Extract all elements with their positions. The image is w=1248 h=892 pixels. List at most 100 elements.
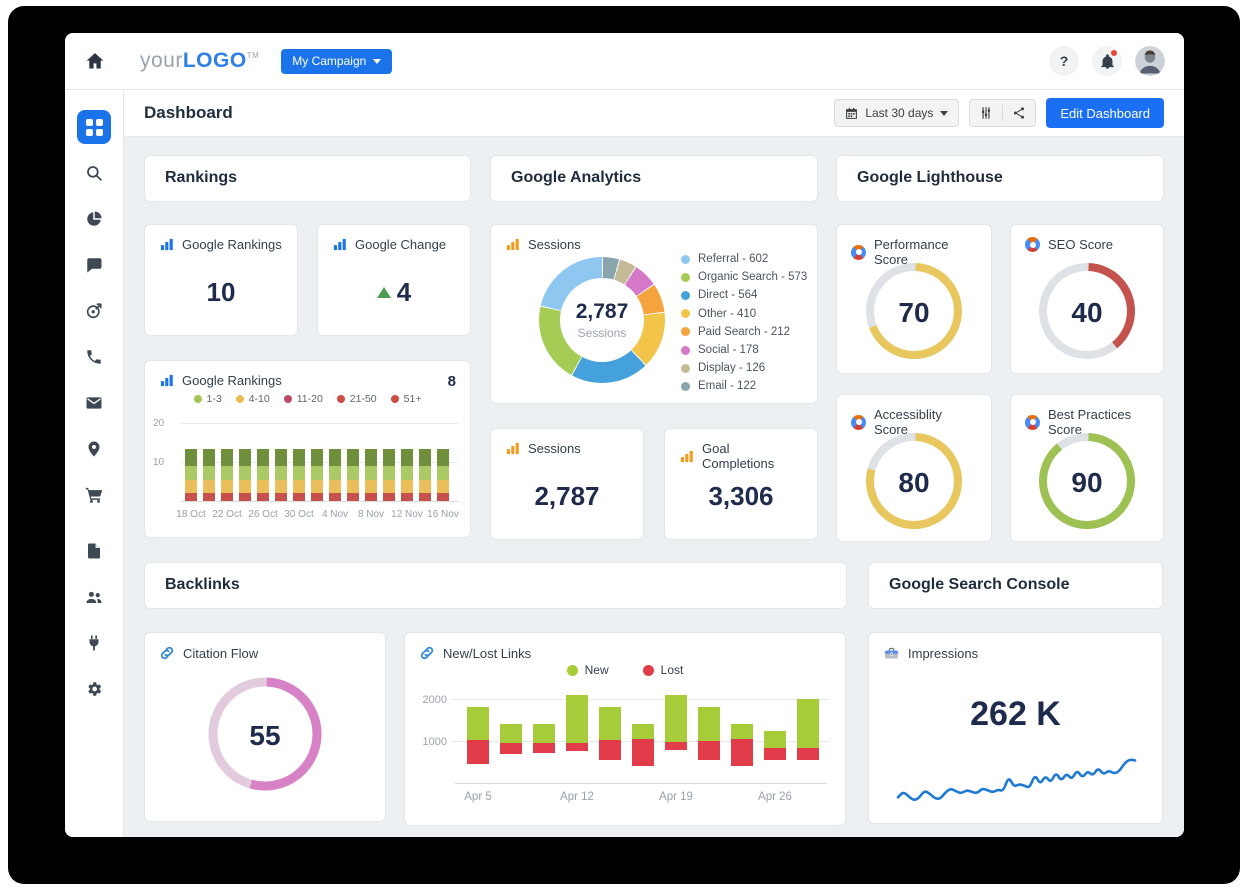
link-icon <box>159 645 175 661</box>
bar-new <box>467 707 489 740</box>
sidebar-item-chat[interactable] <box>77 248 111 282</box>
bar-segment <box>437 449 449 466</box>
section-header-google-search-console: Google Search Console <box>868 562 1163 609</box>
bar-segment <box>401 449 413 466</box>
bar-segment <box>185 479 197 494</box>
notifications-button[interactable] <box>1092 46 1122 76</box>
bar-lost <box>797 748 819 760</box>
dashboard-content: Rankings Google Analytics Google Lightho… <box>124 137 1184 837</box>
bar-segment <box>365 493 377 501</box>
sidebar-item-cart[interactable] <box>77 478 111 512</box>
home-icon <box>86 53 103 69</box>
bar-segment <box>293 465 305 480</box>
sidebar-item-settings[interactable] <box>77 672 111 706</box>
bar-new <box>698 707 720 741</box>
avatar[interactable] <box>1135 46 1165 76</box>
sidebar-item-phone[interactable] <box>77 340 111 374</box>
x-tick-label: 16 Nov <box>427 509 459 520</box>
chart-legend: 1-3 4-10 11-20 21-50 51+ <box>145 393 470 405</box>
x-tick-label: Apr 26 <box>758 791 792 803</box>
filters-button[interactable] <box>970 100 1002 126</box>
section-title: Google Analytics <box>511 169 642 186</box>
sidebar-item-goal[interactable] <box>77 294 111 328</box>
kpi-card-sessions: Sessions 2,787 <box>490 428 644 540</box>
screenshot-frame: your LOGO TM My Campaign ? Da <box>8 6 1240 884</box>
section-header-rankings: Rankings <box>144 155 471 202</box>
header-controls: Last 30 days Edit Dashboard <box>834 98 1164 128</box>
legend-item: Paid Search - 212 <box>681 323 807 341</box>
section-title: Google Lighthouse <box>857 169 1003 186</box>
sidebar-item-location[interactable] <box>77 432 111 466</box>
bar-segment <box>329 449 341 466</box>
sidebar-item-dashboard[interactable] <box>77 110 111 144</box>
lighthouse-icon <box>851 244 866 260</box>
bar-segment <box>257 493 269 501</box>
bar-segment <box>419 493 431 501</box>
campaign-dropdown[interactable]: My Campaign <box>281 48 393 74</box>
sidebar-item-file[interactable] <box>77 534 111 568</box>
chart-card-new-lost-links: New/Lost Links New Lost 1000 2000 Apr 5 Apr … <box>404 632 846 826</box>
sidebar-item-search[interactable] <box>77 156 111 190</box>
bar-lost <box>665 742 687 751</box>
gauge-ring <box>866 263 962 359</box>
bar-new <box>665 694 687 743</box>
card-header: Sessions <box>491 429 643 456</box>
x-tick-label: Apr 5 <box>464 791 492 803</box>
share-button[interactable] <box>1003 100 1035 126</box>
sidebar-item-email[interactable] <box>77 386 111 420</box>
bar-segment <box>221 479 233 494</box>
share-icon <box>1014 107 1025 119</box>
bar-segment <box>239 449 251 466</box>
bar-segment <box>419 449 431 466</box>
help-button[interactable]: ? <box>1049 46 1079 76</box>
bar-segment <box>365 449 377 466</box>
sidebar-item-plug[interactable] <box>77 626 111 660</box>
legend-dot <box>681 309 690 319</box>
sidebar-item-users[interactable] <box>77 580 111 614</box>
bar-segment <box>329 493 341 501</box>
page-title: Dashboard <box>144 103 233 122</box>
sidebar <box>65 90 124 837</box>
bar-segment <box>203 493 215 501</box>
date-range-button[interactable]: Last 30 days <box>834 99 960 127</box>
edit-dashboard-button[interactable]: Edit Dashboard <box>1046 98 1164 128</box>
sidebar-item-pie-chart[interactable] <box>77 202 111 236</box>
chart-badge: 8 <box>447 373 456 390</box>
chat-icon <box>87 258 102 273</box>
bar-chart-blue-icon <box>159 373 174 388</box>
section-title: Rankings <box>165 169 238 186</box>
file-icon <box>88 543 100 559</box>
bar-segment <box>239 465 251 480</box>
bar-segment <box>275 493 287 501</box>
toolbar-icon-group <box>969 99 1037 127</box>
section-header-backlinks: Backlinks <box>144 562 847 609</box>
y-tick-label: 2000 <box>422 694 447 706</box>
legend-item: Email - 122 <box>681 377 807 395</box>
card-header: Performance Score <box>837 225 991 267</box>
legend-item: Display - 126 <box>681 359 807 377</box>
kpi-card-google-rankings: Google Rankings 10 <box>144 224 298 336</box>
toolbox-icon <box>883 645 900 662</box>
legend-dot <box>681 290 690 300</box>
bar-segment <box>275 479 287 494</box>
card-label: SEO Score <box>1048 237 1114 252</box>
x-axis-line <box>181 501 458 502</box>
kpi-value: 3,306 <box>708 481 774 511</box>
bar-segment <box>419 479 431 494</box>
card-label: Sessions <box>528 441 581 456</box>
bar-segment <box>329 479 341 494</box>
legend-item: Referral - 602 <box>681 250 807 268</box>
kpi-card-goal-completions: Goal Completions 3,306 <box>664 428 818 540</box>
bar-new <box>764 730 786 749</box>
app-window: your LOGO TM My Campaign ? Da <box>65 33 1184 837</box>
home-button[interactable] <box>65 51 124 71</box>
card-header: Google Change <box>318 225 470 252</box>
y-tick-label: 20 <box>153 418 165 429</box>
legend-item: Other - 410 <box>681 305 807 323</box>
card-header: SEO Score <box>1011 225 1163 252</box>
bar-lost <box>764 748 786 760</box>
legend-dot <box>681 254 690 264</box>
bar-segment <box>365 465 377 480</box>
bar-segment <box>257 449 269 466</box>
legend-item: Organic Search - 573 <box>681 268 807 286</box>
